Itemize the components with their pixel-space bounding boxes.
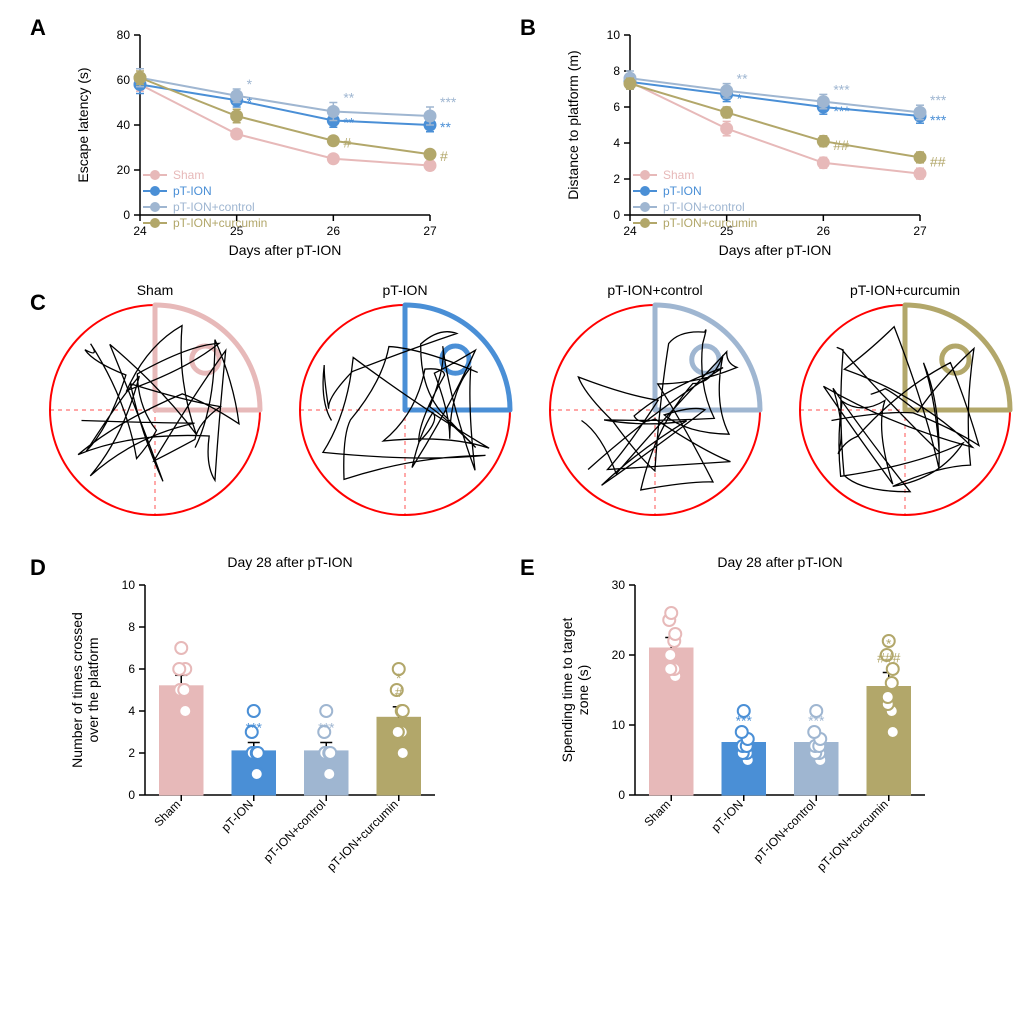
svg-text:0: 0 bbox=[128, 788, 135, 802]
svg-text:***: *** bbox=[833, 81, 850, 97]
svg-text:***: *** bbox=[318, 720, 335, 736]
svg-text:Spending time to target: Spending time to target bbox=[559, 618, 575, 763]
svg-text:*: * bbox=[886, 636, 892, 652]
svg-text:Days after pT-ION: Days after pT-ION bbox=[229, 242, 342, 258]
svg-text:2: 2 bbox=[128, 746, 135, 760]
svg-text:pT-ION+control: pT-ION+control bbox=[607, 282, 702, 298]
svg-text:**: ** bbox=[343, 114, 354, 130]
svg-text:***: *** bbox=[930, 112, 947, 128]
svg-text:27: 27 bbox=[913, 224, 927, 238]
svg-text:Sham: Sham bbox=[663, 168, 694, 182]
svg-text:pT-ION+curcumin: pT-ION+curcumin bbox=[850, 282, 960, 298]
svg-text:##: ## bbox=[833, 137, 849, 153]
svg-text:zone (s): zone (s) bbox=[575, 665, 591, 716]
svg-text:2: 2 bbox=[613, 172, 620, 186]
svg-text:20: 20 bbox=[117, 163, 131, 177]
svg-text:***: *** bbox=[930, 92, 947, 108]
svg-text:6: 6 bbox=[128, 662, 135, 676]
svg-text:pT-ION+control: pT-ION+control bbox=[663, 200, 745, 214]
svg-text:pT-ION+control: pT-ION+control bbox=[751, 797, 819, 865]
svg-text:pT-ION: pT-ION bbox=[173, 184, 212, 198]
panel-e-label: E bbox=[520, 555, 535, 580]
svg-text:0: 0 bbox=[618, 788, 625, 802]
svg-text:###: ### bbox=[877, 650, 901, 666]
svg-text:Sham: Sham bbox=[151, 797, 183, 829]
svg-text:#: # bbox=[395, 684, 403, 700]
svg-text:**: ** bbox=[737, 71, 748, 87]
svg-text:**: ** bbox=[440, 119, 451, 135]
svg-text:pT-ION+curcumin: pT-ION+curcumin bbox=[814, 797, 891, 874]
svg-text:pT-ION: pT-ION bbox=[663, 184, 702, 198]
svg-text:Sham: Sham bbox=[641, 797, 673, 829]
svg-text:***: *** bbox=[833, 103, 850, 119]
svg-text:6: 6 bbox=[613, 100, 620, 114]
svg-text:#: # bbox=[343, 135, 351, 151]
svg-text:over the platform: over the platform bbox=[85, 637, 101, 742]
svg-text:4: 4 bbox=[128, 704, 135, 718]
panel-c-label: C bbox=[30, 290, 46, 315]
panel-d-label: D bbox=[30, 555, 46, 580]
svg-text:*: * bbox=[396, 670, 402, 686]
svg-text:20: 20 bbox=[612, 648, 626, 662]
svg-text:Day 28 after pT-ION: Day 28 after pT-ION bbox=[227, 554, 352, 570]
svg-text:pT-ION+curcumin: pT-ION+curcumin bbox=[324, 797, 401, 874]
svg-text:pT-ION+curcumin: pT-ION+curcumin bbox=[663, 216, 757, 230]
svg-text:Escape latency (s): Escape latency (s) bbox=[75, 67, 91, 182]
svg-text:27: 27 bbox=[423, 224, 437, 238]
svg-text:pT-ION+control: pT-ION+control bbox=[261, 797, 329, 865]
svg-text:*: * bbox=[247, 76, 253, 92]
panel-b-label: B bbox=[520, 15, 536, 40]
svg-text:#: # bbox=[440, 148, 448, 164]
svg-text:40: 40 bbox=[117, 118, 131, 132]
svg-text:Sham: Sham bbox=[137, 282, 174, 298]
svg-text:pT-ION: pT-ION bbox=[709, 797, 746, 834]
svg-text:**: ** bbox=[343, 90, 354, 106]
svg-text:0: 0 bbox=[613, 208, 620, 222]
svg-text:pT-ION: pT-ION bbox=[382, 282, 427, 298]
svg-text:pT-ION+control: pT-ION+control bbox=[173, 200, 255, 214]
svg-text:Day 28 after pT-ION: Day 28 after pT-ION bbox=[717, 554, 842, 570]
figure-svg: 02040608024252627Days after pT-IONEscape… bbox=[0, 0, 1020, 1014]
svg-text:*: * bbox=[247, 94, 253, 110]
svg-text:***: *** bbox=[736, 713, 753, 729]
svg-text:10: 10 bbox=[122, 578, 136, 592]
svg-text:Distance to platform (m): Distance to platform (m) bbox=[565, 50, 581, 199]
panel-a-label: A bbox=[30, 15, 46, 40]
svg-text:10: 10 bbox=[607, 28, 621, 42]
svg-text:pT-ION: pT-ION bbox=[219, 797, 256, 834]
svg-text:pT-ION+curcumin: pT-ION+curcumin bbox=[173, 216, 267, 230]
svg-text:Sham: Sham bbox=[173, 168, 204, 182]
svg-text:4: 4 bbox=[613, 136, 620, 150]
svg-text:60: 60 bbox=[117, 73, 131, 87]
svg-text:26: 26 bbox=[817, 224, 831, 238]
svg-text:*: * bbox=[737, 90, 743, 106]
svg-text:Number of times crossed: Number of times crossed bbox=[69, 612, 85, 768]
svg-text:10: 10 bbox=[612, 718, 626, 732]
svg-text:***: *** bbox=[440, 94, 457, 110]
svg-text:30: 30 bbox=[612, 578, 626, 592]
svg-text:26: 26 bbox=[327, 224, 341, 238]
svg-text:8: 8 bbox=[613, 64, 620, 78]
svg-text:***: *** bbox=[246, 720, 263, 736]
svg-text:Days after pT-ION: Days after pT-ION bbox=[719, 242, 832, 258]
svg-text:24: 24 bbox=[623, 224, 637, 238]
svg-text:0: 0 bbox=[123, 208, 130, 222]
svg-text:8: 8 bbox=[128, 620, 135, 634]
svg-text:80: 80 bbox=[117, 28, 131, 42]
svg-text:##: ## bbox=[930, 153, 946, 169]
svg-text:***: *** bbox=[808, 713, 825, 729]
svg-text:24: 24 bbox=[133, 224, 147, 238]
